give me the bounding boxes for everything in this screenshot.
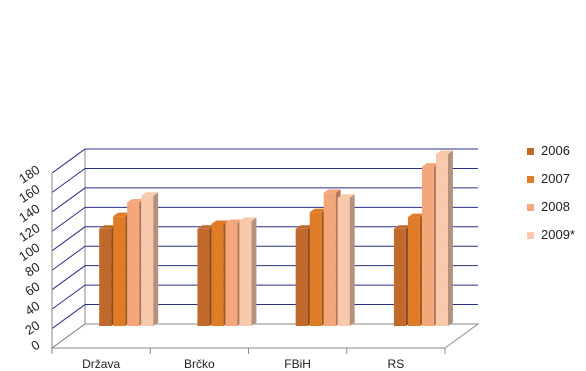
y-tick-label-140: 140	[16, 201, 42, 225]
y-tick-label-80: 80	[22, 259, 42, 279]
x-tick-label-2: Brčko	[184, 357, 215, 371]
legend-label-4: 2009*	[541, 227, 575, 242]
legend-label-1: 2006	[541, 143, 570, 158]
bar-2009p-2	[239, 217, 257, 326]
floor-outline	[50, 323, 480, 349]
legend-label-3: 2008	[541, 199, 570, 214]
chart-floor	[50, 173, 480, 354]
gridline-140	[51, 187, 478, 213]
legend-item-1: 2006	[527, 143, 570, 158]
y-tick-label-100: 100	[16, 240, 42, 264]
legend-swatch-1	[527, 148, 534, 155]
y-tick-label-180: 180	[16, 162, 42, 186]
x-tick-label-3: FBiH	[284, 357, 311, 371]
legend-item-4: 2009*	[527, 227, 575, 242]
y-tick-label-160: 160	[16, 181, 42, 205]
legend-swatch-3	[527, 204, 534, 211]
x-tick-label-1: Država	[82, 357, 120, 371]
legend-swatch-2	[527, 176, 534, 183]
y-tick-label-0: 0	[28, 337, 42, 354]
bars	[99, 150, 453, 326]
legend: 2006 2007 2008 2009*	[527, 143, 575, 242]
gridline-0	[51, 323, 478, 349]
y-tick-label-40: 40	[22, 298, 42, 318]
legend-item-2: 2007	[527, 171, 570, 186]
bar-2009p-1	[141, 192, 159, 326]
category-labels: Država Brčko FBiH RS	[82, 357, 404, 371]
legend-swatch-4	[527, 232, 534, 239]
y-tick-label-120: 120	[16, 220, 42, 244]
bar-2009p-4	[435, 150, 453, 326]
y-tick-label-20: 20	[22, 317, 42, 337]
gridline-160	[51, 167, 478, 193]
x-tick-label-4: RS	[388, 357, 405, 371]
y-tick-label-60: 60	[22, 279, 42, 299]
bar-2009p-3	[337, 194, 355, 326]
gridline-180	[51, 148, 478, 174]
legend-label-2: 2007	[541, 171, 570, 186]
legend-item-3: 2008	[527, 199, 570, 214]
